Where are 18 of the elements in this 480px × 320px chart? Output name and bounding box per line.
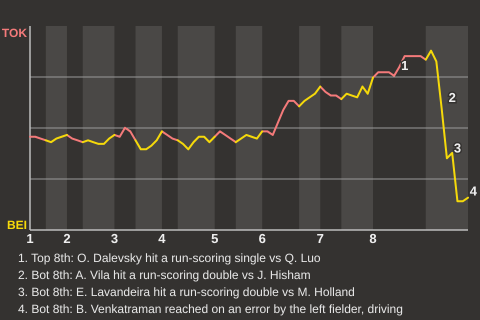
x-tick-label: 7	[316, 231, 324, 246]
x-tick-label: 5	[211, 231, 218, 246]
x-tick-label: 3	[110, 231, 118, 246]
x-tick-label: 8	[369, 231, 377, 246]
x-tick-label: 1	[26, 231, 34, 246]
annotation: 2	[448, 90, 456, 106]
text: BEI	[6, 218, 27, 232]
text: 4	[470, 183, 478, 198]
x-tick-label: 2	[63, 231, 71, 246]
text: 4. Bot 8th: B. Venkatraman reached on an error by the left fielder, driving	[18, 302, 403, 316]
text: 2. Bot 8th: A. Vila hit a run-scoring double vs J. Hisham	[18, 268, 311, 282]
x-tick-label: 4	[158, 231, 166, 246]
text: TOK	[2, 26, 28, 40]
annotation: 1	[401, 58, 408, 73]
text: 1. Top 8th: O. Dalevsky hit a run-scoring single vs Q. Luo	[18, 251, 321, 265]
annotation: 3	[454, 140, 462, 156]
text: 3. Bot 8th: E. Lavandeira hit a run-scoring double vs M. Holland	[18, 285, 355, 299]
x-tick-label: 6	[258, 231, 266, 246]
